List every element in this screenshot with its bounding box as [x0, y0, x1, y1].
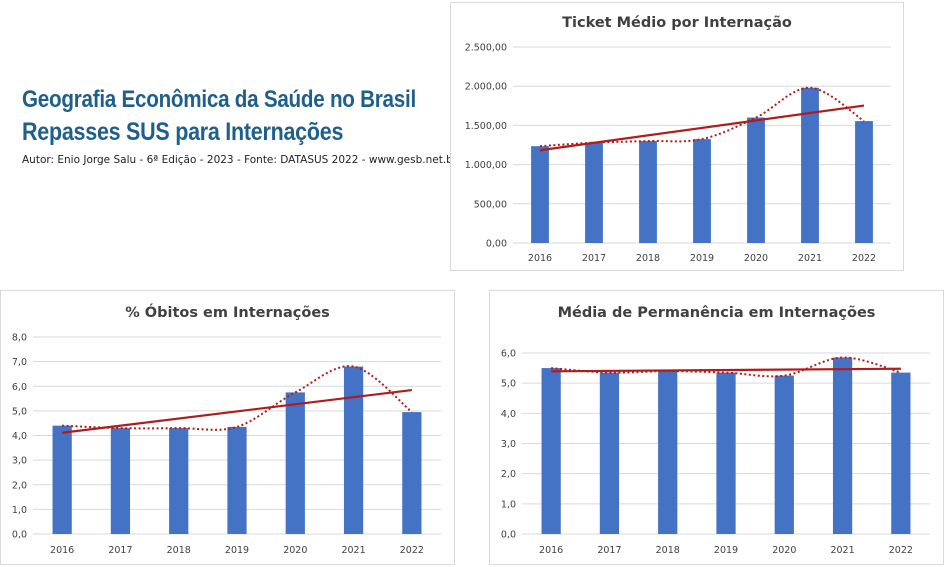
y-tick-label: 2.000,00: [465, 82, 507, 93]
permanencia-chart: Média de Permanência em Internações 0,0 1,…: [501, 305, 930, 556]
x-tick-label: 2018: [656, 545, 680, 556]
bar: [169, 428, 189, 534]
bar: [343, 366, 364, 534]
y-tick-label: 8,0: [12, 333, 27, 344]
bar: [801, 87, 819, 243]
bar: [52, 425, 72, 534]
bar: [774, 375, 794, 534]
x-tick-label: 2017: [108, 545, 132, 556]
bar: [110, 428, 131, 534]
x-tick-label: 2016: [539, 545, 563, 556]
y-tick-label: 1.000,00: [465, 160, 507, 171]
bar: [285, 392, 305, 534]
bar: [693, 139, 711, 243]
bar: [531, 146, 549, 243]
y-tick-label: 0,00: [486, 239, 507, 250]
x-tick-label: 2017: [582, 253, 606, 264]
bar: [227, 426, 247, 534]
y-tick-label: 1,0: [501, 499, 516, 510]
report-title: Geografia Econômica da Saúde no Brasil: [22, 86, 416, 113]
x-tick-label: 2021: [798, 253, 822, 264]
x-tick-label: 2021: [830, 545, 854, 556]
x-tick-label: 2022: [400, 545, 424, 556]
obitos-chart: % Óbitos em Internações 0,0 1,0 2,0 3,0 4,0 5,…: [12, 303, 441, 556]
trend-line: [62, 388, 412, 434]
y-tick-label: 1,0: [12, 505, 27, 516]
report-subtitle: Repasses SUS para Internações: [22, 118, 344, 146]
x-tick-label: 2020: [744, 253, 768, 264]
x-tick-label: 2021: [341, 545, 365, 556]
y-tick-label: 0,0: [12, 530, 27, 541]
y-tick-label: 5,0: [12, 406, 27, 417]
y-tick-label: 2,0: [501, 469, 516, 480]
bar: [639, 141, 657, 243]
bar: [402, 412, 422, 534]
chart-panel-ticket: Ticket Médio por Internação 0,00 500,00 1.0…: [450, 2, 904, 271]
bar: [855, 121, 873, 243]
x-tick-label: 2019: [690, 253, 714, 264]
x-tick-label: 2019: [225, 545, 249, 556]
bar: [832, 357, 853, 534]
y-tick-label: 500,00: [474, 199, 507, 210]
y-tick-label: 3,0: [501, 439, 516, 450]
x-tick-label: 2022: [889, 545, 913, 556]
x-tick-label: 2018: [636, 253, 660, 264]
bar: [658, 371, 678, 534]
x-tick-label: 2018: [167, 545, 191, 556]
y-tick-label: 6,0: [12, 382, 27, 393]
chart-panel-obitos: % Óbitos em Internações 0,0 1,0 2,0 3,0 4,0 5,…: [0, 290, 455, 565]
bar: [599, 372, 620, 534]
bar: [541, 368, 561, 534]
x-tick-label: 2022: [852, 253, 876, 264]
y-tick-label: 4,0: [12, 431, 27, 442]
x-tick-label: 2017: [597, 545, 621, 556]
x-tick-label: 2020: [283, 545, 307, 556]
author-credit: Autor: Enio Jorge Salu - 6ª Edição - 202…: [22, 154, 458, 166]
y-tick-label: 5,0: [501, 379, 516, 390]
x-tick-label: 2019: [714, 545, 738, 556]
bar: [747, 117, 765, 243]
bar: [585, 142, 603, 243]
y-tick-label: 7,0: [12, 357, 27, 368]
y-tick-label: 3,0: [12, 456, 27, 467]
x-tick-label: 2016: [50, 545, 74, 556]
chart-title: Média de Permanência em Internações: [558, 305, 876, 321]
trend-curve: [539, 86, 865, 148]
chart-title: % Óbitos em Internações: [125, 303, 330, 321]
ticket-chart: Ticket Médio por Internação 0,00 500,00 1.0…: [465, 15, 891, 264]
y-tick-label: 4,0: [501, 409, 516, 420]
y-tick-label: 2,0: [12, 480, 27, 491]
chart-title: Ticket Médio por Internação: [562, 15, 792, 31]
chart-panel-permanencia: Média de Permanência em Internações 0,0 1,…: [489, 290, 944, 565]
trend-line: [551, 367, 901, 373]
x-tick-label: 2016: [528, 253, 552, 264]
x-tick-label: 2020: [772, 545, 796, 556]
y-tick-label: 6,0: [501, 349, 516, 360]
y-tick-label: 2.500,00: [465, 43, 507, 54]
bar: [716, 372, 736, 534]
y-tick-label: 1.500,00: [465, 121, 507, 132]
y-tick-label: 0,0: [501, 530, 516, 541]
bar: [891, 372, 911, 534]
